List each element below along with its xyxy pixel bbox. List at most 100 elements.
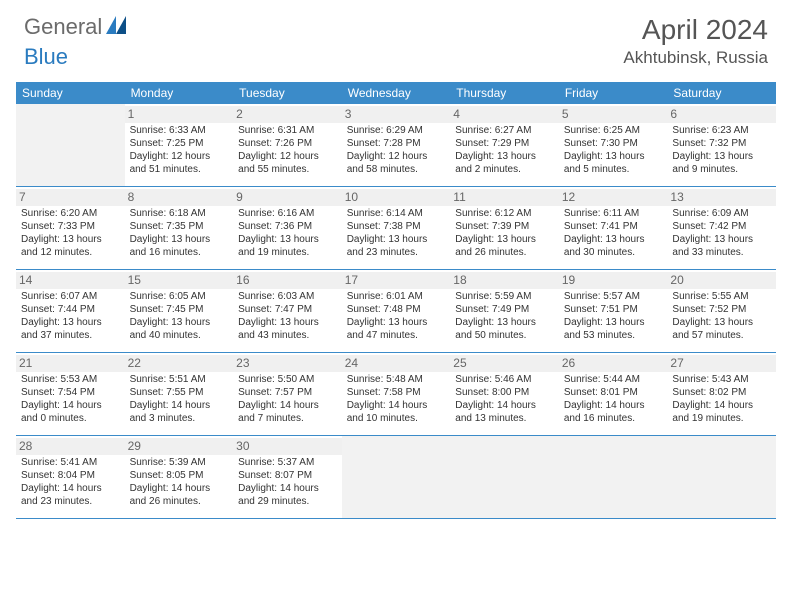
dow-cell: Friday: [559, 82, 668, 104]
dow-cell: Tuesday: [233, 82, 342, 104]
day-cell: 24 Sunrise: 5:48 AMSunset: 7:58 PMDayligh…: [342, 353, 451, 435]
day-number: 23: [233, 355, 342, 372]
day-cell: [342, 436, 451, 518]
day-number: 10: [342, 189, 451, 206]
day-number: 22: [125, 355, 234, 372]
day-number: 19: [559, 272, 668, 289]
day-details: Sunrise: 6:33 AMSunset: 7:25 PMDaylight:…: [129, 125, 230, 176]
logo: General: [24, 14, 128, 40]
day-number: 3: [342, 106, 451, 123]
day-number: 27: [667, 355, 776, 372]
day-cell: 13 Sunrise: 6:09 AMSunset: 7:42 PMDayligh…: [667, 187, 776, 269]
day-cell: 29 Sunrise: 5:39 AMSunset: 8:05 PMDayligh…: [125, 436, 234, 518]
day-number: 6: [667, 106, 776, 123]
day-number: 7: [16, 189, 125, 206]
day-number: 21: [16, 355, 125, 372]
day-number: 25: [450, 355, 559, 372]
day-number: 17: [342, 272, 451, 289]
week-row: 1Sunrise: 6:33 AMSunset: 7:25 PMDaylight…: [16, 104, 776, 187]
day-cell: 28 Sunrise: 5:41 AMSunset: 8:04 PMDayligh…: [16, 436, 125, 518]
day-cell: [16, 104, 125, 186]
day-cell: 9 Sunrise: 6:16 AMSunset: 7:36 PMDaylight…: [233, 187, 342, 269]
day-cell: 1Sunrise: 6:33 AMSunset: 7:25 PMDaylight…: [125, 104, 234, 186]
logo-icon: [106, 14, 126, 40]
day-details: Sunrise: 6:23 AMSunset: 7:32 PMDaylight:…: [671, 125, 772, 176]
day-cell: 17 Sunrise: 6:01 AMSunset: 7:48 PMDayligh…: [342, 270, 451, 352]
day-details: Sunrise: 6:11 AMSunset: 7:41 PMDaylight:…: [563, 208, 664, 259]
title-block: April 2024 Akhtubinsk, Russia: [623, 14, 768, 68]
day-number: 18: [450, 272, 559, 289]
day-cell: 8Sunrise: 6:18 AMSunset: 7:35 PMDaylight…: [125, 187, 234, 269]
dow-cell: Sunday: [16, 82, 125, 104]
day-number: 16: [233, 272, 342, 289]
day-details: Sunrise: 5:55 AMSunset: 7:52 PMDaylight:…: [671, 291, 772, 342]
day-cell: 16 Sunrise: 6:03 AMSunset: 7:47 PMDayligh…: [233, 270, 342, 352]
day-details: Sunrise: 5:48 AMSunset: 7:58 PMDaylight:…: [346, 374, 447, 425]
day-details: Sunrise: 5:41 AMSunset: 8:04 PMDaylight:…: [20, 457, 121, 508]
day-number: 24: [342, 355, 451, 372]
day-cell: 6 Sunrise: 6:23 AMSunset: 7:32 PMDaylight…: [667, 104, 776, 186]
day-details: Sunrise: 6:12 AMSunset: 7:39 PMDaylight:…: [454, 208, 555, 259]
day-cell: 14Sunrise: 6:07 AMSunset: 7:44 PMDayligh…: [16, 270, 125, 352]
day-cell: 20Sunrise: 5:55 AMSunset: 7:52 PMDayligh…: [667, 270, 776, 352]
day-details: Sunrise: 5:39 AMSunset: 8:05 PMDaylight:…: [129, 457, 230, 508]
day-details: Sunrise: 6:16 AMSunset: 7:36 PMDaylight:…: [237, 208, 338, 259]
day-details: Sunrise: 6:05 AMSunset: 7:45 PMDaylight:…: [129, 291, 230, 342]
day-cell: 18 Sunrise: 5:59 AMSunset: 7:49 PMDayligh…: [450, 270, 559, 352]
day-details: Sunrise: 6:09 AMSunset: 7:42 PMDaylight:…: [671, 208, 772, 259]
day-number: 13: [667, 189, 776, 206]
day-details: Sunrise: 5:46 AMSunset: 8:00 PMDaylight:…: [454, 374, 555, 425]
day-details: Sunrise: 5:44 AMSunset: 8:01 PMDaylight:…: [563, 374, 664, 425]
logo-text-2: Blue: [24, 44, 68, 70]
day-details: Sunrise: 5:59 AMSunset: 7:49 PMDaylight:…: [454, 291, 555, 342]
day-number: 15: [125, 272, 234, 289]
day-number: 28: [16, 438, 125, 455]
day-details: Sunrise: 5:50 AMSunset: 7:57 PMDaylight:…: [237, 374, 338, 425]
day-details: Sunrise: 6:25 AMSunset: 7:30 PMDaylight:…: [563, 125, 664, 176]
week-row: 28 Sunrise: 5:41 AMSunset: 8:04 PMDayligh…: [16, 436, 776, 519]
day-cell: 15 Sunrise: 6:05 AMSunset: 7:45 PMDayligh…: [125, 270, 234, 352]
day-cell: [450, 436, 559, 518]
day-cell: 10 Sunrise: 6:14 AMSunset: 7:38 PMDayligh…: [342, 187, 451, 269]
day-cell: 11Sunrise: 6:12 AMSunset: 7:39 PMDayligh…: [450, 187, 559, 269]
day-details: Sunrise: 6:31 AMSunset: 7:26 PMDaylight:…: [237, 125, 338, 176]
dow-cell: Thursday: [450, 82, 559, 104]
day-cell: 2 Sunrise: 6:31 AMSunset: 7:26 PMDaylight…: [233, 104, 342, 186]
day-number: 9: [233, 189, 342, 206]
day-details: Sunrise: 5:57 AMSunset: 7:51 PMDaylight:…: [563, 291, 664, 342]
day-cell: 22 Sunrise: 5:51 AMSunset: 7:55 PMDayligh…: [125, 353, 234, 435]
week-row: 7 Sunrise: 6:20 AMSunset: 7:33 PMDaylight…: [16, 187, 776, 270]
day-cell: 23 Sunrise: 5:50 AMSunset: 7:57 PMDayligh…: [233, 353, 342, 435]
day-number: 5: [559, 106, 668, 123]
day-cell: 30Sunrise: 5:37 AMSunset: 8:07 PMDayligh…: [233, 436, 342, 518]
week-row: 21Sunrise: 5:53 AMSunset: 7:54 PMDayligh…: [16, 353, 776, 436]
day-details: Sunrise: 6:03 AMSunset: 7:47 PMDaylight:…: [237, 291, 338, 342]
dow-row: SundayMondayTuesdayWednesdayThursdayFrid…: [16, 82, 776, 104]
day-details: Sunrise: 5:51 AMSunset: 7:55 PMDaylight:…: [129, 374, 230, 425]
day-details: Sunrise: 5:43 AMSunset: 8:02 PMDaylight:…: [671, 374, 772, 425]
day-number: 29: [125, 438, 234, 455]
day-cell: 5 Sunrise: 6:25 AMSunset: 7:30 PMDaylight…: [559, 104, 668, 186]
week-row: 14Sunrise: 6:07 AMSunset: 7:44 PMDayligh…: [16, 270, 776, 353]
day-cell: 19 Sunrise: 5:57 AMSunset: 7:51 PMDayligh…: [559, 270, 668, 352]
day-number: 4: [450, 106, 559, 123]
day-details: Sunrise: 6:27 AMSunset: 7:29 PMDaylight:…: [454, 125, 555, 176]
dow-cell: Wednesday: [342, 82, 451, 104]
day-number: 2: [233, 106, 342, 123]
day-details: Sunrise: 6:14 AMSunset: 7:38 PMDaylight:…: [346, 208, 447, 259]
day-cell: 4 Sunrise: 6:27 AMSunset: 7:29 PMDaylight…: [450, 104, 559, 186]
day-cell: 26 Sunrise: 5:44 AMSunset: 8:01 PMDayligh…: [559, 353, 668, 435]
day-cell: [559, 436, 668, 518]
logo-text-1: General: [24, 14, 102, 40]
day-cell: [667, 436, 776, 518]
day-cell: 25 Sunrise: 5:46 AMSunset: 8:00 PMDayligh…: [450, 353, 559, 435]
day-number: 8: [125, 189, 234, 206]
day-details: Sunrise: 6:01 AMSunset: 7:48 PMDaylight:…: [346, 291, 447, 342]
day-cell: 12 Sunrise: 6:11 AMSunset: 7:41 PMDayligh…: [559, 187, 668, 269]
location: Akhtubinsk, Russia: [623, 48, 768, 68]
day-details: Sunrise: 6:20 AMSunset: 7:33 PMDaylight:…: [20, 208, 121, 259]
day-details: Sunrise: 5:37 AMSunset: 8:07 PMDaylight:…: [237, 457, 338, 508]
day-number: 12: [559, 189, 668, 206]
header: General April 2024 Akhtubinsk, Russia: [0, 0, 792, 74]
day-number: 26: [559, 355, 668, 372]
